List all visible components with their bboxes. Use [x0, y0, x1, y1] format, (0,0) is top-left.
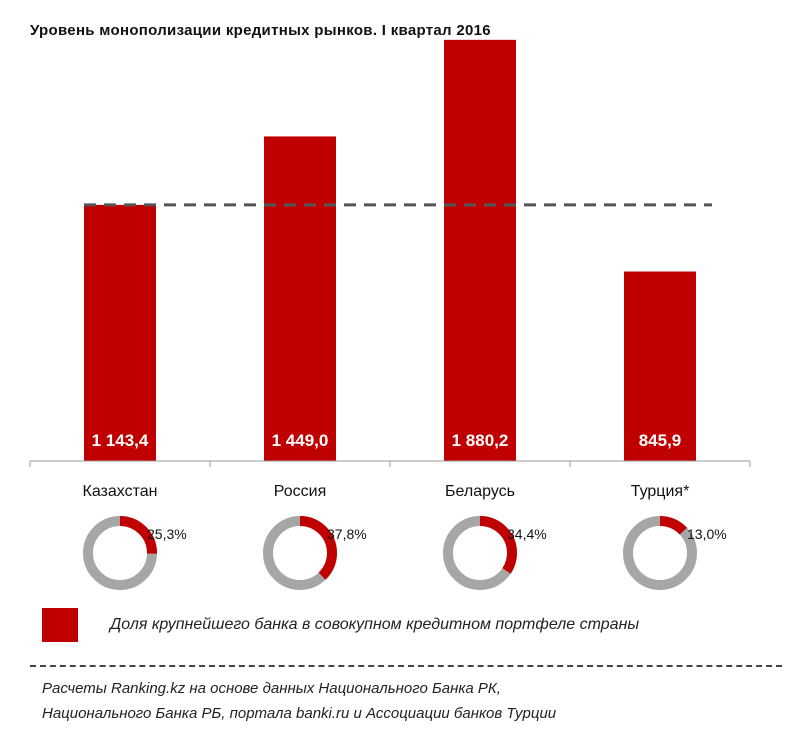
category-label: Казахстан — [83, 483, 158, 500]
donut-value-label: 37,8% — [327, 526, 367, 542]
legend: Доля крупнейшего банка в совокупном кред… — [42, 607, 639, 643]
bar — [84, 204, 156, 461]
category-label: Россия — [274, 483, 326, 500]
source-line-1: Расчеты Ranking.kz на основе данных Наци… — [42, 680, 501, 697]
category-label: Турция* — [631, 483, 690, 500]
bar-value-label: 1 449,0 — [272, 431, 329, 450]
legend-label: Доля крупнейшего банка в совокупном кред… — [110, 616, 640, 633]
bar — [264, 136, 336, 461]
donut-segment — [623, 516, 697, 590]
source-divider — [30, 665, 782, 667]
bar — [624, 271, 696, 461]
source-note: Расчеты Ranking.kz на основе данных Наци… — [42, 676, 556, 726]
legend-swatch — [42, 608, 78, 642]
donut-segment — [263, 516, 337, 590]
chart-title: Уровень монополизации кредитных рынков. … — [30, 22, 491, 39]
chart-canvas: 1 143,4 1 449,0 1 880,2 845,9 Казахстан Росси… — [29, 39, 751, 590]
bar-value-label: 1 143,4 — [92, 431, 149, 450]
donut-value-label: 25,3% — [147, 526, 187, 542]
bar — [444, 39, 516, 461]
bar-value-label: 845,9 — [639, 431, 682, 450]
donut-value-label: 13,0% — [687, 526, 727, 542]
donut-segment — [83, 516, 157, 590]
source-line-2: Национального Банка РБ, портала banki.ru… — [42, 705, 557, 722]
donut-value-label: 34,4% — [507, 526, 547, 542]
donut-segment — [443, 516, 517, 590]
category-label: Беларусь — [445, 483, 515, 500]
bar-value-label: 1 880,2 — [452, 431, 509, 450]
